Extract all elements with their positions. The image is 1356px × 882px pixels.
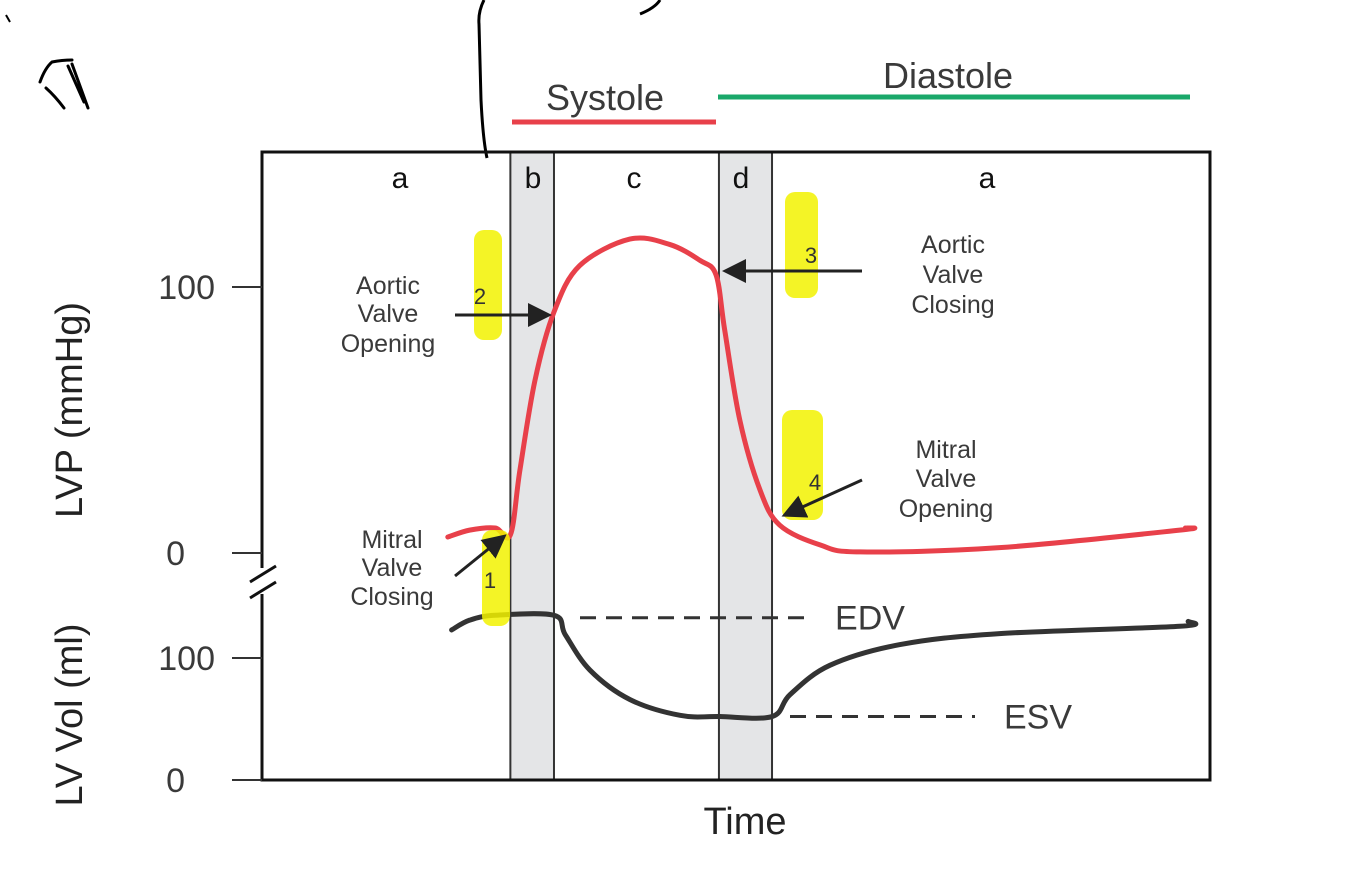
- segment-d-band: [717, 151, 774, 781]
- lvp-tick-label-100: 100: [158, 269, 215, 307]
- segment-label-b: b: [525, 162, 542, 195]
- axis-break-marks: [249, 564, 277, 600]
- svg-text:Mitral: Mitral: [361, 526, 422, 554]
- x-axis-title: Time: [703, 801, 786, 843]
- arrow-1: [454, 534, 507, 578]
- svg-text:Valve: Valve: [916, 465, 977, 493]
- marker-1: 1: [484, 568, 496, 593]
- marker-4: 4: [809, 470, 821, 495]
- diastole-label: Diastole: [883, 55, 1013, 96]
- svg-text:Valve: Valve: [358, 300, 419, 328]
- vol-axis-title: LV Vol (ml): [49, 623, 91, 806]
- plot-frame: [260, 150, 1212, 782]
- annotation-mitral-valve-closing: Mitral Valve Closing: [350, 526, 507, 611]
- segment-b-band: [509, 151, 555, 781]
- handwritten-curve: [639, 0, 662, 16]
- edv-label: EDV: [835, 600, 905, 638]
- lvp-curve: [445, 235, 1198, 555]
- handwritten-vertical-line: [477, 0, 489, 159]
- lvp-axis-title: LVP (mmHg): [49, 302, 91, 518]
- segment-label-a: a: [392, 162, 409, 195]
- arrow-4: [781, 478, 863, 518]
- svg-text:Opening: Opening: [899, 495, 994, 523]
- vol-tick-label-100: 100: [158, 640, 215, 678]
- svg-text:Opening: Opening: [341, 330, 436, 358]
- svg-text:Valve: Valve: [923, 261, 984, 289]
- esv-label: ESV: [1004, 699, 1072, 737]
- segment-label-d: d: [733, 162, 750, 195]
- svg-text:Valve: Valve: [362, 554, 423, 582]
- svg-text:Aortic: Aortic: [921, 231, 985, 259]
- highlight-4: [782, 410, 823, 520]
- annotation-aortic-valve-opening: Aortic Valve Opening: [341, 272, 552, 358]
- svg-text:Aortic: Aortic: [356, 272, 420, 300]
- handwritten-stroke: [5, 14, 11, 23]
- vol-tick-label-0: 0: [166, 762, 185, 800]
- handwritten-glyph: [38, 58, 90, 110]
- systole-label: Systole: [546, 77, 664, 118]
- segment-label-c: c: [627, 162, 642, 195]
- annotation-aortic-valve-closing: Aortic Valve Closing: [722, 231, 995, 319]
- marker-2: 2: [474, 284, 486, 309]
- lvp-tick-label-0: 0: [166, 535, 185, 573]
- marker-3: 3: [805, 243, 817, 268]
- highlight-2: [474, 230, 502, 340]
- svg-text:Closing: Closing: [350, 583, 433, 611]
- lv-volume-curve: [449, 611, 1199, 721]
- segment-label-a2: a: [979, 162, 996, 195]
- svg-text:Closing: Closing: [911, 291, 994, 319]
- svg-text:Mitral: Mitral: [915, 436, 976, 464]
- annotation-mitral-valve-opening: Mitral Valve Opening: [781, 436, 994, 523]
